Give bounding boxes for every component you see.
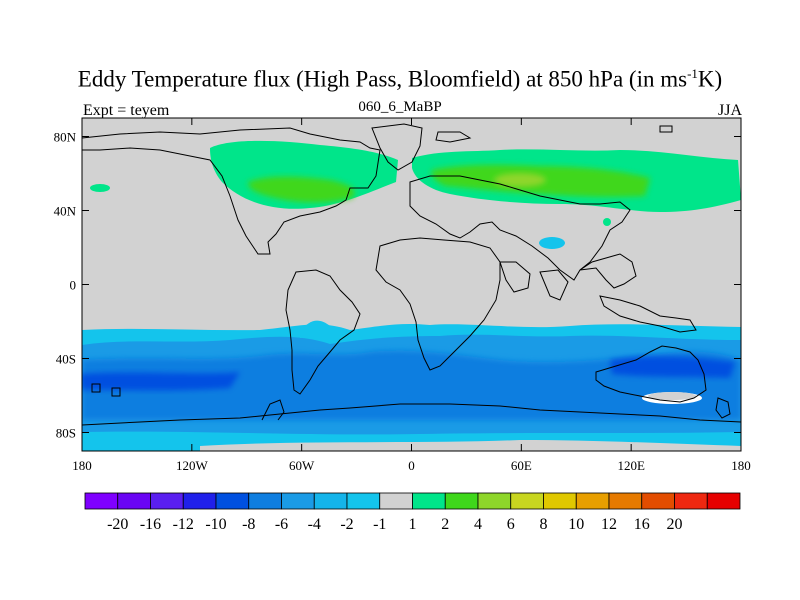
south-america-coast [285,269,361,395]
north-america-coast [82,127,381,255]
colorbar-swatch [608,492,643,510]
colorbar-swatch [281,492,315,510]
colorbar-swatch [477,492,512,510]
arabia-coast [499,261,531,293]
colorbar: -20 -16 -12 -10 -8 -6 -4 -2 -1 1 2 4 6 8 10 12 16 20 [84,492,741,533]
nh-eurasia-yellowgreen-core [494,173,546,187]
colorbar-label: -10 [205,516,226,533]
greenland-coast [371,123,423,171]
y-tick-label: 40S [56,352,76,367]
colorbar-swatch [575,492,610,510]
y-tick-label: 80N [54,130,77,145]
nh-atlantic-green [248,176,355,203]
colorbar-swatch [117,492,151,510]
x-tick-label: 180 [72,458,92,473]
coastlines [82,123,741,426]
australia-gap-inner [648,392,696,400]
colorbar-swatch [150,492,184,510]
colorbar-label: -12 [173,516,194,533]
africa-coast [375,237,501,371]
season-label: JJA [717,102,742,119]
europe-africa-coast [409,175,631,281]
y-tick-label: 80S [56,426,76,441]
colorbar-swatch [444,492,479,510]
colorbar-swatch [84,492,119,510]
colorbar-label: 2 [441,516,449,533]
colorbar-swatch [412,492,446,510]
colorbar-swatch [674,492,708,510]
sh-band-darkblue-core [82,372,240,391]
colorbar-label: 8 [540,516,548,533]
colorbar-label: -2 [340,516,353,533]
east-asia-cyan-patch [539,237,565,249]
colorbar-label: -6 [275,516,288,533]
axis-ticks: 180 120W 60W 0 60E 120E 180 80N 40N 0 40S 80S [54,118,751,473]
polar-gray [200,440,741,451]
colorbar-swatch [346,492,381,510]
colorbar-label: 6 [507,516,515,533]
experiment-id-label: 060_6_MaBP [358,99,442,115]
colorbar-swatch [248,492,282,510]
australia-coast [595,345,707,403]
x-tick-label: 0 [408,458,415,473]
sh-band-blue [82,350,741,420]
colorbar-label: -16 [140,516,161,533]
map-field [82,118,741,451]
x-tick-label: 120W [176,458,209,473]
colorbar-swatch [182,492,217,510]
x-tick-label: 180 [731,458,751,473]
colorbar-label: -4 [308,516,321,533]
antarctic-peninsula [261,399,285,421]
colorbar-label: 10 [568,516,584,533]
arctic-islands [435,125,673,143]
figure-title-end: K) [697,66,723,92]
se-atlantic-cyan-tongue [300,320,340,338]
experiment-label: Expt = teyem [83,102,170,119]
east-asia-green-patch [603,218,611,226]
colorbar-label: 12 [601,516,617,533]
colorbar-swatch [379,492,413,510]
new-zealand-coast [715,397,731,419]
colorbar-label: -1 [373,516,386,533]
figure-title-superscript: -1 [687,66,698,81]
x-tick-label: 60W [289,458,315,473]
x-tick-label: 60E [511,458,532,473]
colorbar-swatch [641,492,675,510]
y-tick-label: 0 [70,278,77,293]
figure-title: Eddy Temperature flux (High Pass, Bloomf… [0,66,800,93]
colorbar-swatch [510,492,544,510]
small-islands-sh [91,383,121,397]
nh-small-green-patch [90,184,110,192]
colorbar-label: 20 [667,516,683,533]
maritime-continent [599,295,697,333]
colorbar-swatch [313,492,348,510]
se-asia-coast [579,253,637,289]
colorbar-swatch [706,492,741,510]
figure-title-main: Eddy Temperature flux (High Pass, Bloomf… [77,66,688,92]
colorbar-swatch [543,492,577,510]
colorbar-label: 1 [409,516,417,533]
colorbar-label: -8 [242,516,255,533]
colorbar-swatch [215,492,250,510]
antarctica-coast [82,403,741,426]
india-coast [539,269,569,301]
colorbar-label: -20 [107,516,128,533]
colorbar-label: 16 [634,516,650,533]
y-tick-label: 40N [54,204,77,219]
x-tick-label: 120E [617,458,645,473]
colorbar-label: 4 [474,516,482,533]
